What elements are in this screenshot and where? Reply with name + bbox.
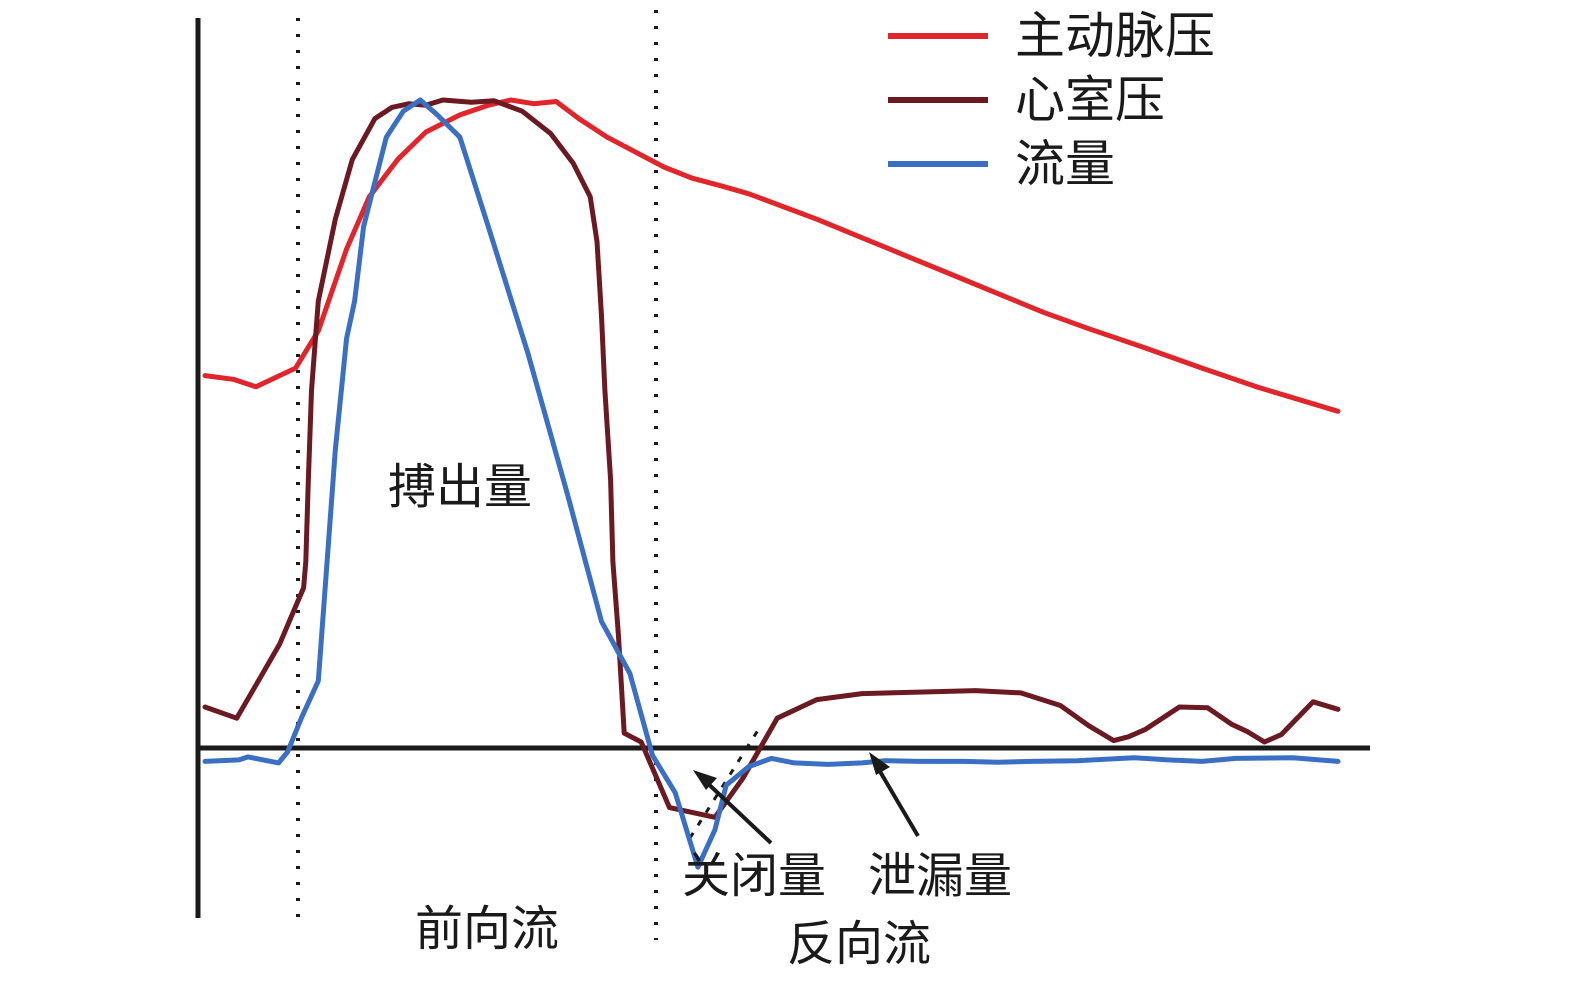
closing-volume-arrow [693, 770, 773, 845]
leakage-volume-label: 泄漏量 [868, 848, 1012, 904]
closing-volume-label: 关闭量 [682, 848, 826, 904]
reverse-flow-label: 反向流 [787, 916, 931, 972]
series-layer [202, 97, 1341, 870]
series-line-2 [202, 97, 1341, 870]
legend-label-1: 心室压 [1015, 71, 1165, 129]
legend-label-0: 主动脉压 [1015, 7, 1215, 65]
stroke-volume-label: 搏出量 [388, 459, 532, 515]
legend-label-2: 流量 [1015, 135, 1115, 193]
series-line-1 [202, 97, 1341, 820]
closing-guide-dash [688, 726, 762, 839]
leakage-volume-arrow [869, 752, 920, 838]
series-line-0 [202, 97, 1341, 414]
forward-flow-label: 前向流 [415, 901, 559, 957]
